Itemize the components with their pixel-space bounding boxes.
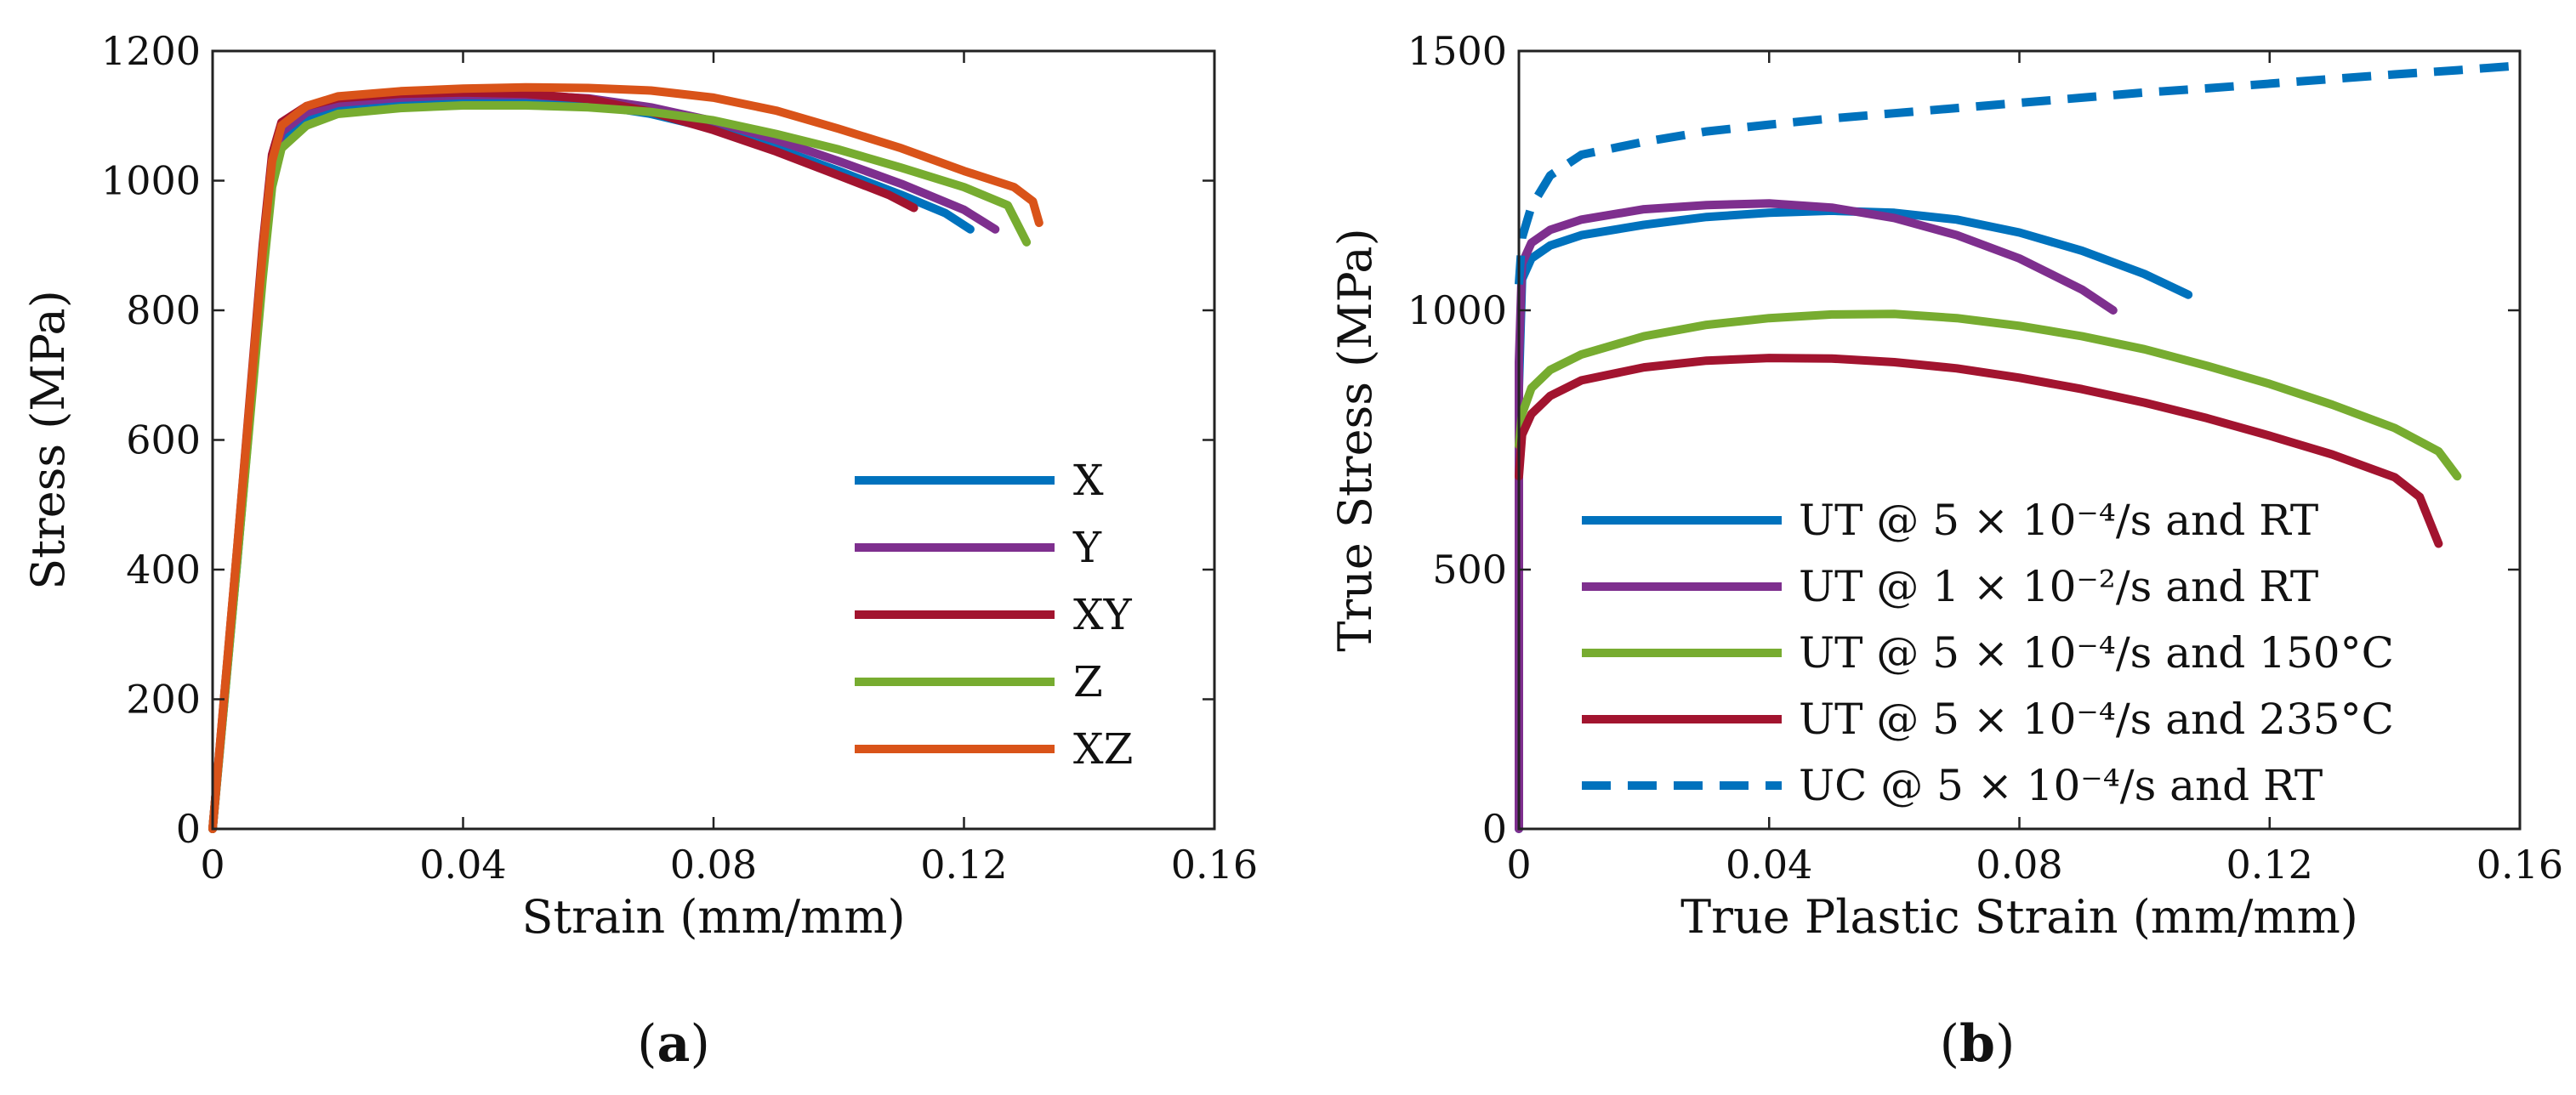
legend-label: Z — [1073, 657, 1103, 706]
caption-a: (a) — [637, 1014, 710, 1074]
x-tick-label: 0.12 — [2226, 842, 2313, 888]
series-line-2 — [1515, 199, 2118, 833]
legend-item: X — [855, 456, 1104, 505]
y-tick-label: 1000 — [101, 158, 201, 204]
series-line-4 — [1515, 354, 2443, 548]
series-line-3 — [1515, 309, 2462, 481]
y-tick-label: 0 — [176, 806, 201, 852]
x-tick-label: 0 — [200, 842, 225, 888]
x-tick-label: 0.16 — [1171, 842, 1258, 888]
series-line-y — [208, 90, 1000, 833]
legend-item: UT @ 5 × 10⁻⁴/s and 150°C — [1582, 628, 2394, 678]
y-tick-label: 200 — [126, 677, 201, 723]
legend-label: UT @ 1 × 10⁻²/s and RT — [1799, 562, 2318, 611]
series-line-x — [208, 95, 975, 833]
y-axis-label: Stress (MPa) — [21, 290, 75, 590]
legend-label: UT @ 5 × 10⁻⁴/s and RT — [1799, 496, 2318, 545]
legend: XY XY Z XZ — [855, 456, 1133, 774]
x-axis-label: Strain (mm/mm) — [521, 890, 905, 944]
legend-item: UC @ 5 × 10⁻⁴/s and RT — [1582, 761, 2323, 810]
series-line-z — [208, 101, 1032, 833]
legend-label: XY — [1073, 590, 1133, 639]
legend-label: UT @ 5 × 10⁻⁴/s and 235°C — [1799, 695, 2394, 744]
legend-item: Z — [855, 657, 1103, 706]
y-tick-label: 1500 — [1407, 28, 1507, 74]
series-line-xy — [208, 88, 918, 833]
legend-label: Y — [1072, 523, 1102, 572]
x-tick-label: 0.04 — [419, 842, 506, 888]
x-tick-label: 0.04 — [1726, 842, 1812, 888]
y-tick-label: 600 — [126, 417, 201, 463]
legend-item: UT @ 5 × 10⁻⁴/s and RT — [1582, 496, 2318, 545]
legend-label: X — [1073, 456, 1104, 505]
x-tick-label: 0.12 — [920, 842, 1007, 888]
y-tick-label: 0 — [1482, 806, 1507, 852]
y-tick-label: 1000 — [1407, 287, 1507, 333]
legend-item: XY — [855, 590, 1133, 639]
legend: UT @ 5 × 10⁻⁴/s and RT UT @ 1 × 10⁻²/s an… — [1582, 496, 2394, 810]
y-tick-label: 1200 — [101, 28, 201, 74]
y-tick-label: 800 — [126, 287, 201, 333]
y-tick-label: 500 — [1432, 547, 1507, 593]
series-line-xz — [208, 82, 1043, 833]
legend-label: UC @ 5 × 10⁻⁴/s and RT — [1799, 761, 2323, 810]
x-tick-label: 0 — [1506, 842, 1531, 888]
series-group — [1515, 61, 2521, 833]
x-tick-label: 0.16 — [2476, 842, 2563, 888]
caption-b: (b) — [1940, 1014, 2016, 1074]
x-axis-label: True Plastic Strain (mm/mm) — [1680, 890, 2358, 944]
chart-panel-a: 0 0.04 0.08 0.12 0.16 0 200 400 600 800 1000 1200 St… — [21, 28, 1258, 944]
legend-label: UT @ 5 × 10⁻⁴/s and 150°C — [1799, 628, 2394, 678]
x-tick-label: 0.08 — [670, 842, 757, 888]
legend-label: XZ — [1073, 724, 1133, 774]
legend-item: UT @ 5 × 10⁻⁴/s and 235°C — [1582, 695, 2394, 744]
series-line-5 — [1515, 61, 2521, 285]
series-line-1 — [1515, 206, 2193, 833]
legend-item: Y — [855, 523, 1102, 572]
y-tick-label: 400 — [126, 547, 201, 593]
legend-item: UT @ 1 × 10⁻²/s and RT — [1582, 562, 2318, 611]
plot-frame — [211, 49, 1216, 831]
legend-item: XZ — [855, 724, 1133, 774]
x-tick-label: 0.08 — [1976, 842, 2062, 888]
y-axis-label: True Stress (MPa) — [1328, 228, 1382, 651]
chart-panel-b: 0 0.04 0.08 0.12 0.16 0 500 1000 1500 True Plasti… — [1328, 28, 2563, 944]
series-group — [208, 82, 1043, 833]
